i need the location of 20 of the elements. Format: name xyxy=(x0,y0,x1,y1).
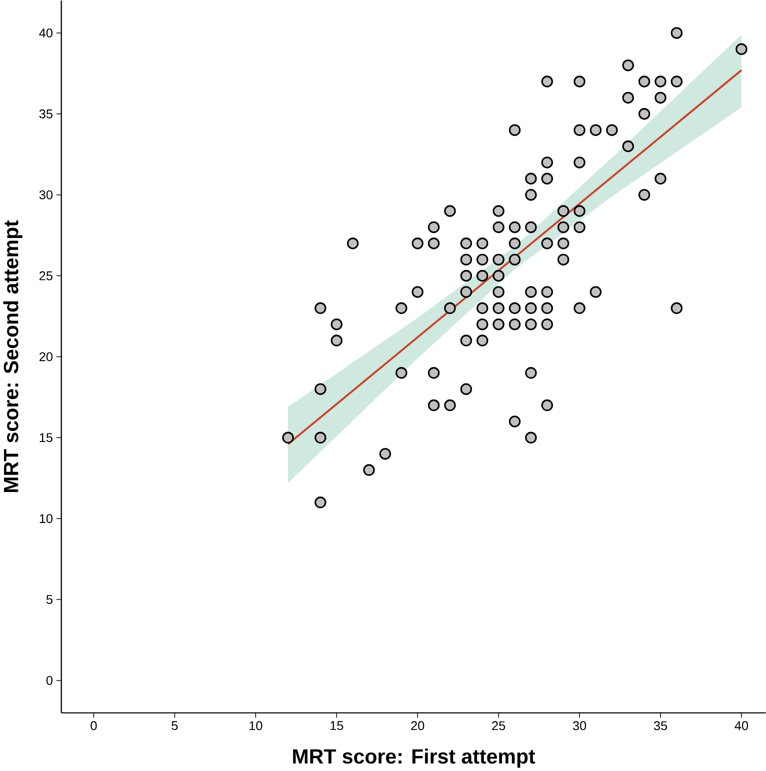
y-tick-label: 10 xyxy=(40,514,52,524)
x-tick-label: 0 xyxy=(90,721,97,730)
x-tick-label: 40 xyxy=(734,721,748,730)
x-tick-label: 15 xyxy=(330,721,343,730)
y-tick-label: 20 xyxy=(39,352,52,362)
x-tick-label: 20 xyxy=(411,721,424,730)
x-tick-label: 10 xyxy=(249,721,262,730)
x-axis-title: MRT score: First attempt xyxy=(292,748,535,768)
y-tick-label: 0 xyxy=(46,676,52,685)
x-tick-label: 25 xyxy=(492,721,505,730)
y-tick-label: 40 xyxy=(39,28,52,38)
y-tick-label: 25 xyxy=(39,271,52,280)
y-axis-title: MRT score: Second attempt xyxy=(3,220,22,492)
x-tick-label: 35 xyxy=(654,721,667,730)
x-tick-label: 5 xyxy=(172,721,178,730)
y-tick-label: 5 xyxy=(46,595,52,604)
y-tick-label: 35 xyxy=(39,109,52,118)
x-tick-label: 30 xyxy=(572,721,586,730)
y-tick-label: 15 xyxy=(40,433,52,442)
y-tick-label: 30 xyxy=(39,190,52,200)
